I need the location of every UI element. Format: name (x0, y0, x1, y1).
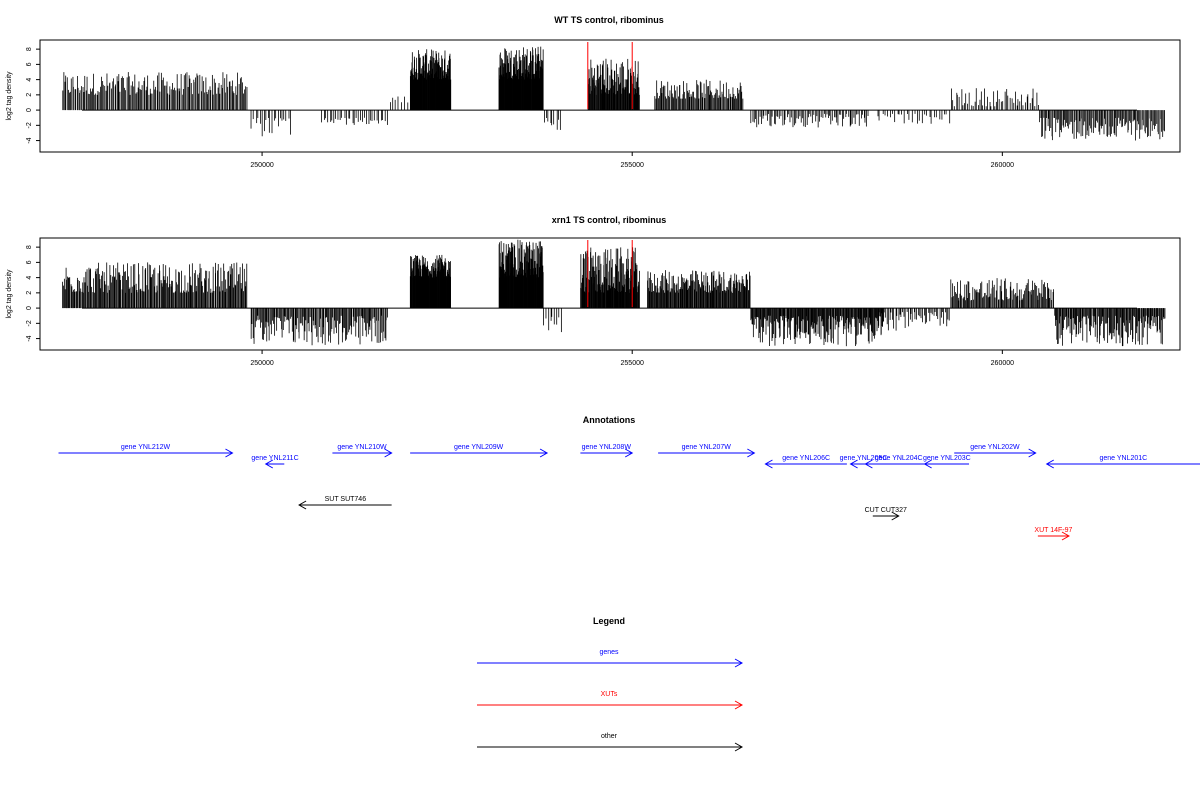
chart-title-xrn1: xrn1 TS control, ribominus (552, 215, 667, 225)
annotation-feature: gene YNL212W (58, 444, 234, 458)
legend-item-label: other (601, 733, 618, 740)
feature-arrowhead (1061, 531, 1070, 541)
feature-arrowhead (264, 459, 274, 469)
x-tick-label: 250000 (250, 360, 273, 367)
feature-arrowhead (225, 448, 234, 458)
chart-panel-xrn1: xrn1 TS control, ribominus log2 tag dens… (6, 215, 1181, 367)
legend-title: Legend (593, 616, 625, 626)
y-tick-label: 4 (26, 78, 33, 82)
feature-arrowhead (539, 448, 549, 458)
legend-item-xut: XUTs (477, 691, 744, 710)
annotation-feature: SUT SUT746 (298, 496, 392, 510)
chart-title-wt: WT TS control, ribominus (554, 15, 664, 25)
chart-panel-wt: WT TS control, ribominus log2 tag densit… (6, 15, 1181, 169)
feature-label: gene YNL201C (1100, 455, 1148, 462)
feature-arrowhead (734, 700, 744, 710)
y-tick-label: 4 (26, 276, 33, 280)
legend-item-label: genes (599, 649, 619, 656)
y-tick-label: 2 (26, 93, 33, 97)
y-tick-label: 8 (26, 47, 33, 51)
y-tick-label: 6 (26, 260, 33, 264)
y-tick-label: -2 (26, 122, 33, 128)
legend-items: genes XUTs other (477, 649, 744, 752)
feature-label: gene YNL210W (337, 444, 387, 451)
feature-arrowhead (923, 459, 932, 469)
feature-label: gene YNL202W (970, 444, 1020, 451)
x-tick-label: 255000 (621, 360, 644, 367)
y-axis-label-wt: log2 tag density (6, 71, 13, 121)
y-tick-label: 0 (26, 108, 33, 112)
x-tick-label: 260000 (991, 360, 1014, 367)
feature-label: gene YNL203C (923, 455, 971, 462)
marker-lines-wt (587, 42, 633, 110)
feature-label: gene YNL208W (582, 444, 632, 451)
feature-arrowhead (1045, 459, 1055, 469)
annotation-feature: gene YNL208W (580, 444, 634, 458)
x-tick-label: 260000 (991, 162, 1014, 169)
y-tick-label: -4 (26, 137, 33, 143)
feature-arrowhead (864, 459, 873, 469)
annotations-title: Annotations (583, 415, 636, 425)
feature-label: gene YNL211C (251, 455, 298, 462)
annotation-feature: gene YNL202W (954, 444, 1037, 458)
feature-arrowhead (764, 459, 773, 469)
feature-arrowhead (624, 448, 634, 458)
x-tick-label: 250000 (250, 162, 273, 169)
feature-label: SUT SUT746 (325, 496, 367, 503)
legend-item-label: XUTs (601, 691, 618, 698)
feature-label: gene YNL209W (454, 444, 504, 451)
annotation-feature: CUT CUT327 (865, 507, 907, 521)
y-axis-xrn1: 8 6 4 2 0 -2 -4 (26, 245, 41, 342)
feature-arrowhead (298, 500, 307, 510)
annotation-feature: gene YNL201C (1045, 455, 1200, 469)
annotation-features: gene YNL212W gene YNL211C gene YNL210W gene… (58, 444, 1200, 541)
legend-item-gene: genes (477, 649, 744, 668)
y-tick-label: 6 (26, 62, 33, 66)
y-tick-label: 2 (26, 291, 33, 295)
feature-arrowhead (734, 658, 744, 668)
feature-label: gene YNL205C (840, 455, 888, 462)
legend-item-other: other (477, 733, 744, 752)
annotation-feature: gene YNL209W (410, 444, 549, 458)
bars-xrn1 (62, 239, 1166, 347)
feature-label: gene YNL212W (121, 444, 171, 451)
annotation-feature: gene YNL211C (251, 455, 299, 469)
x-tick-label: 255000 (621, 162, 644, 169)
feature-arrowhead (1028, 448, 1037, 458)
feature-label: gene YNL207W (682, 444, 732, 451)
annotation-feature: gene YNL204C (864, 455, 933, 469)
x-axis-wt: 250000 255000 260000 (250, 152, 1014, 169)
x-axis-xrn1: 250000 255000 260000 (250, 350, 1014, 367)
annotation-feature: gene YNL207W (658, 444, 756, 458)
feature-label: CUT CUT327 (865, 507, 907, 514)
feature-arrowhead (891, 511, 900, 521)
feature-arrowhead (734, 742, 744, 752)
feature-arrowhead (849, 459, 858, 469)
annotation-feature: gene YNL206C (764, 455, 847, 469)
legend-panel: Legend genes XUTs other (477, 616, 744, 752)
feature-arrowhead (384, 448, 393, 458)
annotation-feature: XUT 14F-97 (1034, 527, 1073, 541)
feature-label: gene YNL206C (782, 455, 830, 462)
bars-wt (62, 46, 1165, 141)
feature-label: gene YNL204C (875, 455, 923, 462)
feature-label: XUT 14F-97 (1034, 527, 1072, 534)
y-axis-label-xrn1: log2 tag density (6, 269, 13, 319)
annotation-feature: gene YNL203C (923, 455, 971, 469)
y-tick-label: 0 (26, 306, 33, 310)
y-axis-wt: 8 6 4 2 0 -2 -4 (26, 47, 41, 144)
y-tick-label: -2 (26, 320, 33, 326)
marker-lines-xrn1 (587, 240, 633, 308)
annotation-feature: gene YNL210W (332, 444, 393, 458)
y-tick-label: 8 (26, 245, 33, 249)
feature-arrowhead (747, 448, 756, 458)
y-tick-label: -4 (26, 335, 33, 341)
